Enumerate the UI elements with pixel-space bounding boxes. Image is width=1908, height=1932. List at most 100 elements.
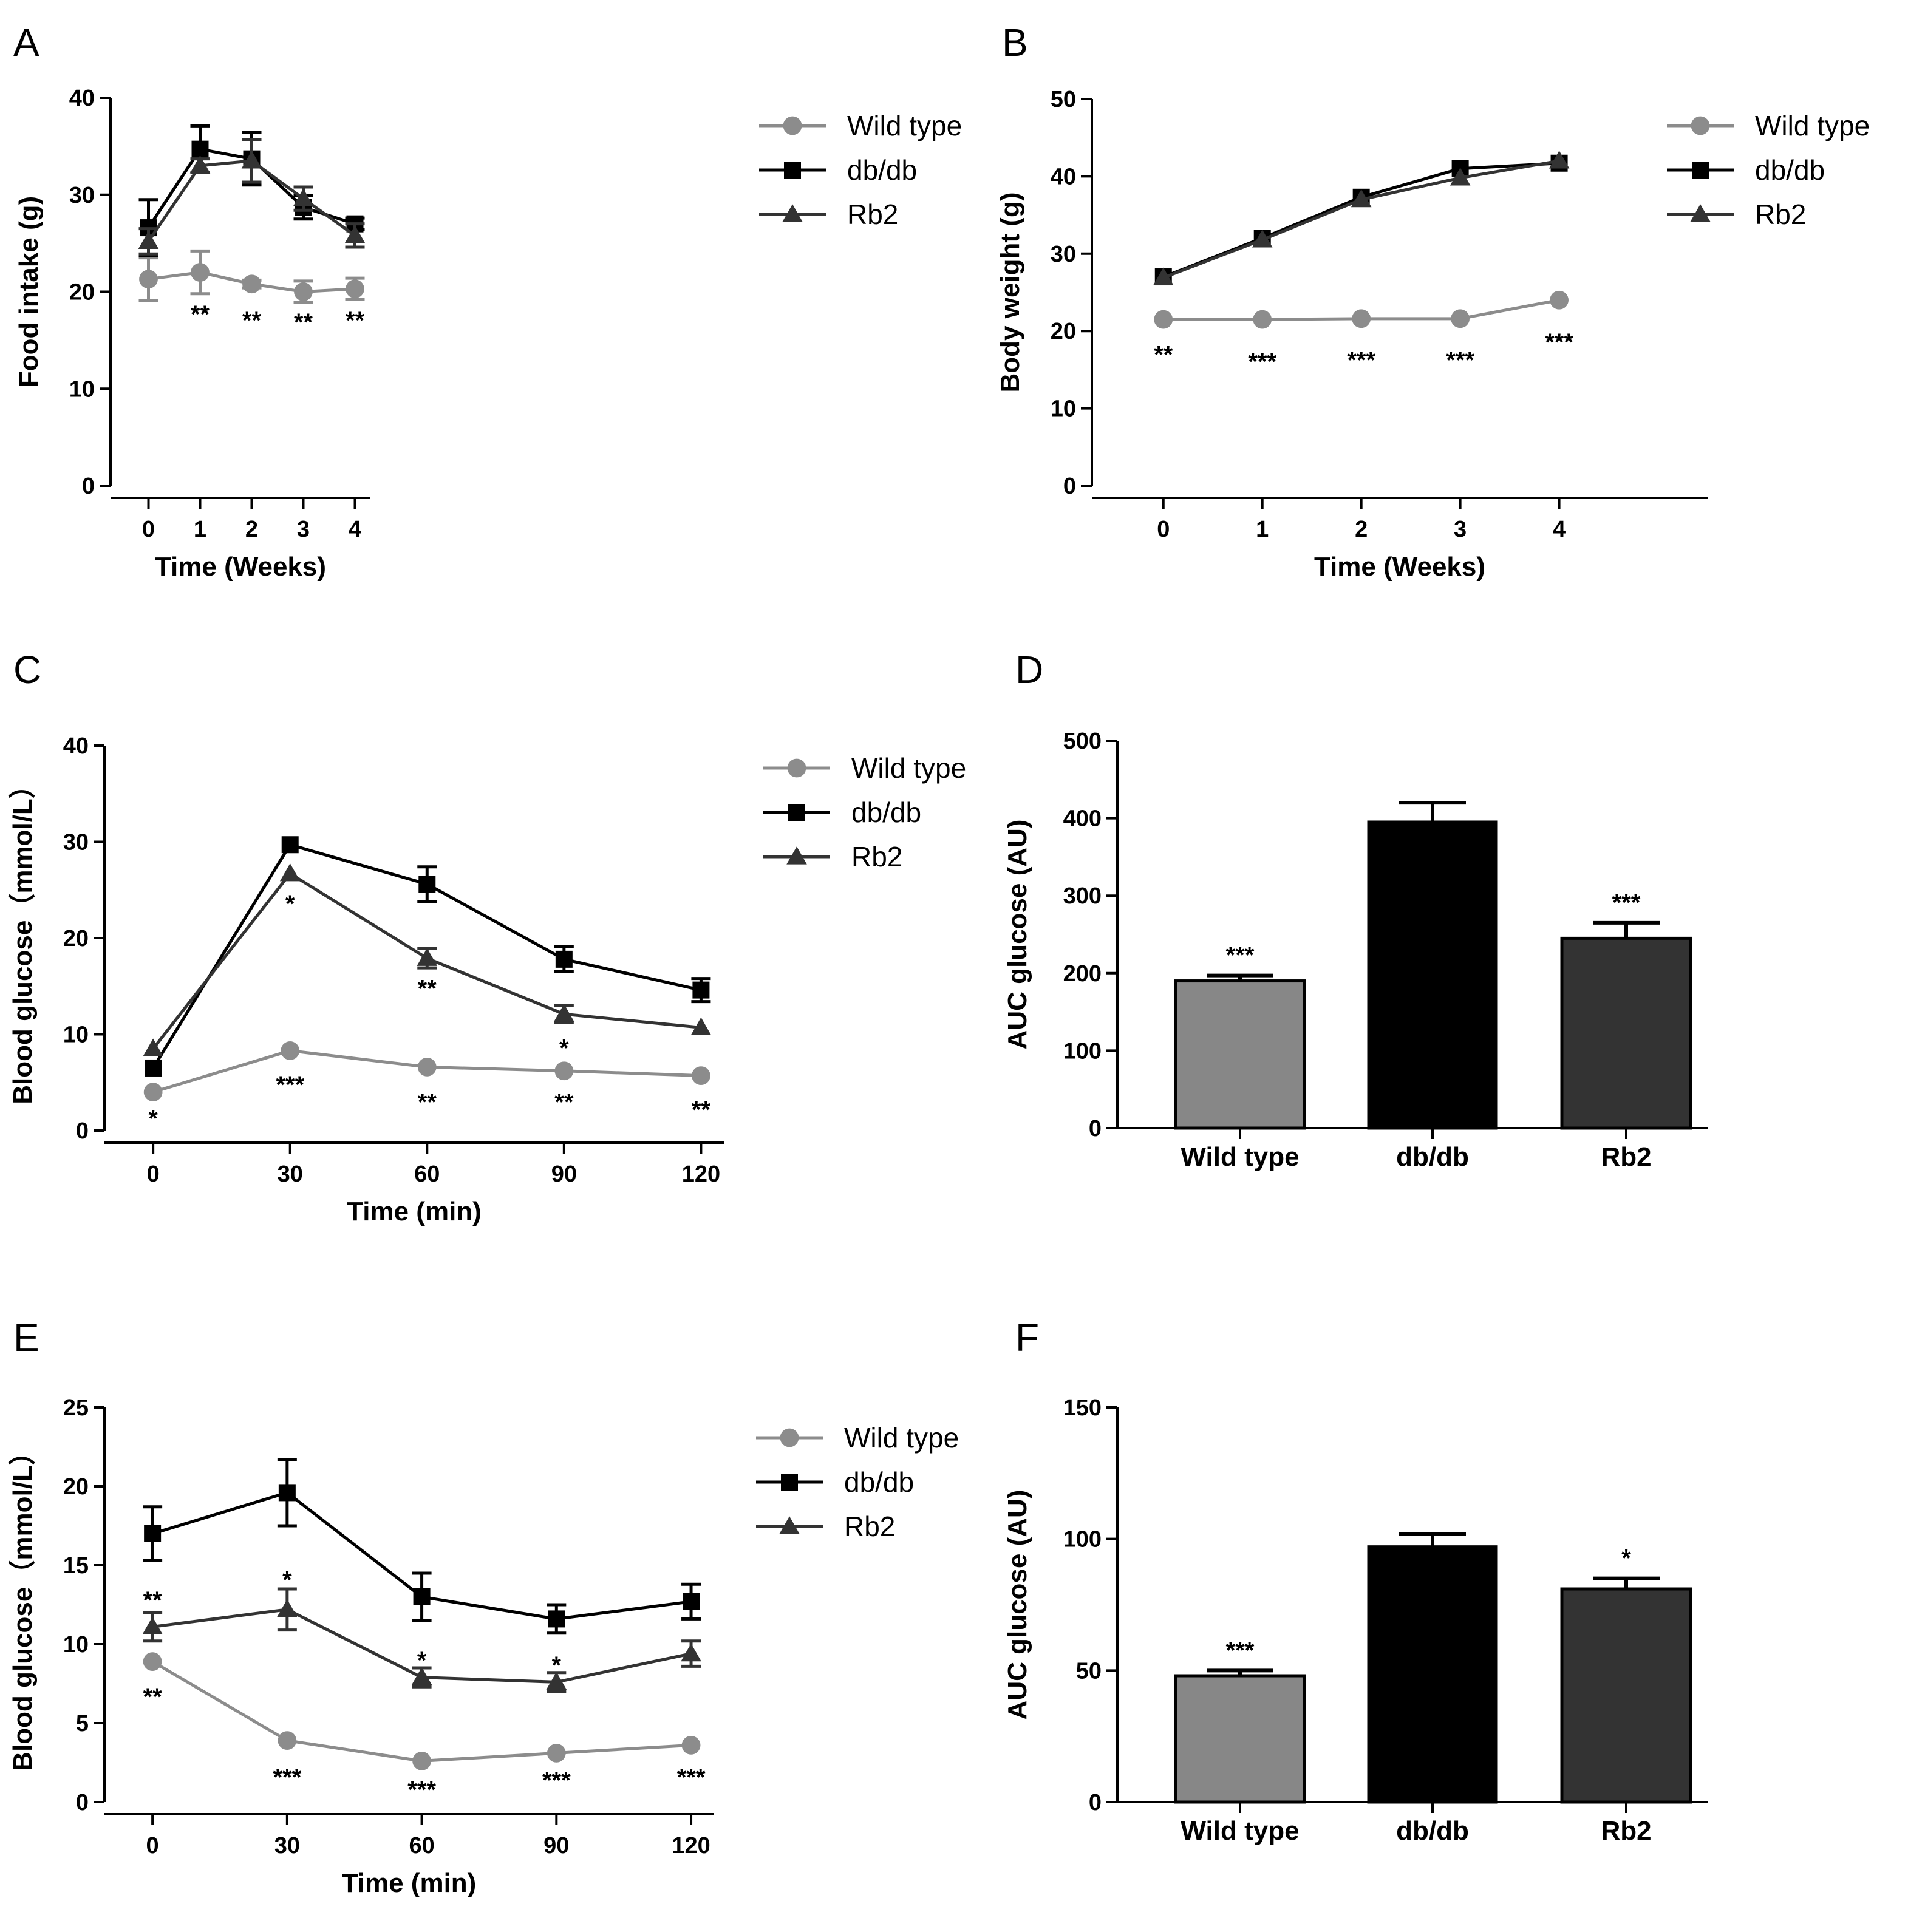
data-point [690, 1017, 712, 1036]
x-tick-label: 60 [414, 1162, 440, 1187]
y-tick-label: 500 [1063, 729, 1102, 754]
y-tick-label: 0 [76, 1790, 89, 1815]
x-tick-label: 120 [672, 1833, 710, 1859]
x-tick-label: 2 [1355, 517, 1368, 542]
x-tick-label: 3 [297, 517, 310, 542]
significance-label: *** [1226, 1637, 1255, 1664]
y-axis-label: AUC glucose (AU) [1003, 1490, 1032, 1720]
data-point [191, 140, 209, 158]
series-line [1162, 159, 1559, 279]
significance-label: *** [677, 1764, 706, 1791]
y-tick-label: 0 [1089, 1790, 1102, 1815]
data-point [681, 1736, 701, 1755]
x-tick-label: Rb2 [1601, 1142, 1651, 1172]
bar [1560, 936, 1692, 1130]
x-axis-label: Time (min) [347, 1197, 482, 1226]
x-axis-label: Time (min) [342, 1868, 477, 1898]
y-tick-label: 20 [1051, 319, 1076, 344]
y-axis-label: Food intake (g) [14, 196, 44, 387]
significance-label: *** [276, 1072, 304, 1098]
data-point [142, 1616, 163, 1634]
significance-label: *** [1545, 329, 1573, 356]
x-tick-label: 1 [194, 517, 206, 542]
significance-label: * [285, 891, 295, 917]
data-point [554, 1004, 574, 1022]
data-point [417, 948, 438, 966]
data-point [139, 270, 158, 289]
panel-label-d: D [1015, 648, 1043, 692]
data-point [143, 1038, 163, 1056]
bar [1174, 979, 1306, 1130]
series-wild-type [138, 249, 365, 304]
series-rb2 [138, 138, 366, 256]
panel-label-b: B [1002, 21, 1028, 64]
data-point [555, 950, 573, 968]
data-point [281, 836, 299, 854]
y-tick-label: 5 [76, 1711, 89, 1736]
x-tick-label: Wild type [1181, 1142, 1299, 1172]
x-tick-label: db/db [1396, 1142, 1469, 1172]
significance-label: * [148, 1105, 158, 1132]
data-point [242, 274, 261, 294]
significance-label: * [552, 1652, 562, 1679]
x-tick-label: 4 [349, 517, 361, 542]
panel-b: B 0 10 20 30 40 50 Body weight (g) 0 1 2 3 4 Time (We… [995, 21, 1870, 582]
significance-label: *** [1347, 347, 1375, 373]
legend: Wild type db/db Rb2 [756, 1422, 959, 1542]
significance-label: ** [418, 1089, 437, 1115]
series-db-db [145, 836, 711, 1077]
data-point [278, 1484, 296, 1502]
legend-label: Rb2 [847, 199, 898, 230]
x-tick-label: 0 [142, 517, 155, 542]
y-axis-label: AUC glucose (AU) [1003, 820, 1032, 1050]
data-point [681, 1643, 701, 1662]
legend-label: db/db [1755, 154, 1825, 186]
y-tick-label: 0 [82, 474, 95, 499]
data-point [1451, 309, 1470, 328]
significance-label: ** [242, 307, 262, 334]
legend-marker [788, 804, 805, 821]
series-rb2 [143, 863, 712, 1056]
data-point [1351, 189, 1372, 208]
series-wild-type [1154, 290, 1569, 329]
data-point [344, 225, 366, 243]
y-tick-label: 0 [1089, 1116, 1102, 1141]
panel-f: F 0 50 100 150 AUC glucose (AU) Wild type *** db… [1003, 1316, 1708, 1846]
data-point [278, 1731, 297, 1750]
legend-marker [1692, 162, 1709, 179]
data-point [279, 863, 301, 882]
legend-marker [784, 162, 801, 179]
y-tick-label: 20 [63, 1474, 89, 1500]
y-tick-label: 25 [63, 1395, 89, 1421]
legend-marker [786, 846, 807, 865]
data-point [1550, 290, 1569, 310]
data-point [1252, 230, 1273, 248]
x-tick-label: 90 [551, 1162, 577, 1187]
y-tick-label: 30 [1051, 242, 1076, 267]
y-tick-label: 10 [1051, 396, 1076, 422]
y-tick-label: 0 [76, 1118, 89, 1144]
significance-label: ** [143, 1587, 163, 1614]
legend-label: Wild type [847, 110, 962, 141]
panel-label-a: A [13, 21, 39, 64]
data-point [546, 1672, 567, 1690]
significance-label: ** [1154, 341, 1173, 368]
data-point [413, 1588, 431, 1605]
legend-label: Rb2 [1755, 199, 1806, 230]
legend-marker [1691, 116, 1710, 135]
significance-label: ** [692, 1097, 711, 1123]
data-point [241, 151, 262, 169]
y-tick-label: 10 [69, 376, 95, 402]
data-point [1153, 267, 1174, 285]
x-tick-label: Rb2 [1601, 1816, 1651, 1846]
significance-label: *** [1446, 347, 1474, 373]
panel-a: A 0 10 20 30 40 Food intake (g) 0 1 2 3 4 Time (Week… [13, 21, 962, 582]
x-tick-label: 1 [1256, 517, 1269, 542]
data-point [293, 188, 314, 206]
y-tick-label: 200 [1063, 961, 1102, 987]
y-axis-label: Body weight (g) [995, 192, 1025, 393]
significance-label: ** [418, 975, 437, 1002]
data-point [692, 981, 710, 999]
series-rb2 [1153, 151, 1570, 285]
